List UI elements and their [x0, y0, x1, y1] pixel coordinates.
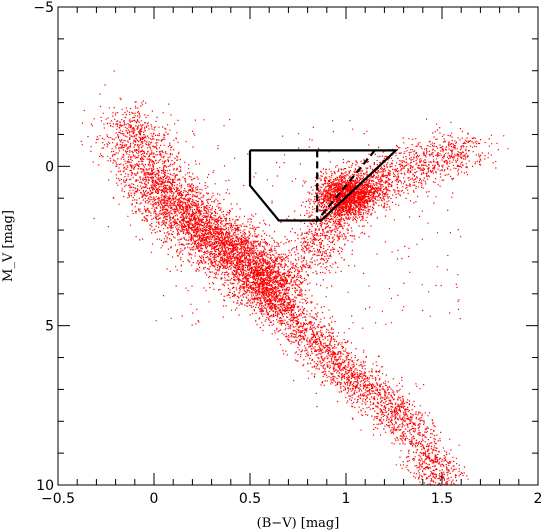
x-tick-label: 1.5 — [431, 491, 453, 507]
plot-area — [58, 7, 538, 485]
selection-boxes — [248, 149, 399, 224]
tick-labels: −0.5 0 0.5 1 1.5 2 −5 0 5 10 — [33, 0, 542, 507]
y-tick-label: 10 — [36, 478, 54, 494]
x-tick-label: 2 — [534, 491, 543, 507]
x-axis-label: (B−V) [mag] — [257, 516, 340, 531]
y-tick-label: 5 — [45, 319, 54, 335]
selection-box-solid — [248, 149, 399, 222]
y-axis-label: M_V [mag] — [1, 210, 16, 282]
x-tick-label: 0 — [150, 491, 159, 507]
selection-box-dashed — [316, 149, 376, 224]
x-tick-label: 0.5 — [239, 491, 261, 507]
y-tick-label: −5 — [33, 0, 54, 16]
y-tick-label: 0 — [45, 159, 54, 175]
x-tick-label: 1 — [342, 491, 351, 507]
x-tick-label: −0.5 — [41, 491, 75, 507]
axis-ticks — [57, 6, 539, 486]
plot-frame — [57, 6, 539, 486]
